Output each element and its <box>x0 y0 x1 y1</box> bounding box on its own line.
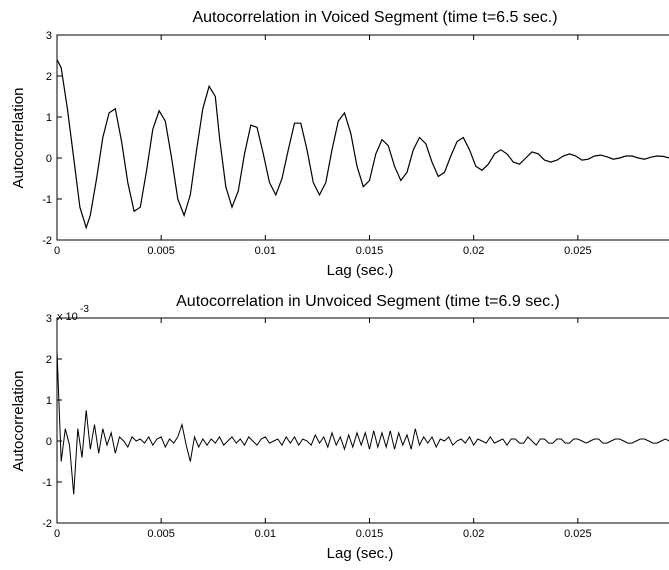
y-tick-label: 0 <box>46 153 52 165</box>
series-line <box>56 350 669 495</box>
chart-title: Autocorrelation in Voiced Segment (time … <box>192 9 557 26</box>
x-tick-label: 0.005 <box>147 245 175 257</box>
x-tick-label: 0.015 <box>356 528 384 540</box>
y-scale-multiplier: x 10 <box>57 311 78 323</box>
y-tick-label: 2 <box>46 71 52 83</box>
x-tick-label: 0.015 <box>356 245 384 257</box>
x-tick-label: 0.005 <box>147 528 175 540</box>
x-tick-label: 0.02 <box>463 245 484 257</box>
y-tick-label: 3 <box>46 30 52 42</box>
x-tick-label: 0 <box>54 245 60 257</box>
y-tick-label: 1 <box>46 112 52 124</box>
chart-title: Autocorrelation in Unvoiced Segment (tim… <box>176 293 560 310</box>
y-tick-label: -1 <box>42 194 52 206</box>
y-axis-label: Autocorrelation <box>10 371 27 472</box>
y-tick-label: 0 <box>46 436 52 448</box>
axes-box <box>56 317 669 524</box>
x-tick-label: 0.01 <box>255 528 276 540</box>
x-axis-label: Lag (sec.) <box>327 262 394 279</box>
y-tick-label: -2 <box>42 518 52 530</box>
y-tick-label: 3 <box>46 313 52 325</box>
x-tick-label: 0.025 <box>564 528 592 540</box>
unvoiced-chart: Autocorrelation in Unvoiced Segment (tim… <box>10 293 669 562</box>
y-scale-exponent: -3 <box>80 304 89 315</box>
axes-box <box>56 34 669 241</box>
y-axis-label: Autocorrelation <box>10 88 27 189</box>
voiced-chart: Autocorrelation in Voiced Segment (time … <box>10 9 669 279</box>
x-tick-label: 0.025 <box>564 245 592 257</box>
y-tick-label: -1 <box>42 477 52 489</box>
x-axis-label: Lag (sec.) <box>327 545 394 562</box>
x-tick-label: 0.02 <box>463 528 484 540</box>
series-line <box>56 59 669 230</box>
y-tick-label: 2 <box>46 354 52 366</box>
x-tick-label: 0.01 <box>255 245 276 257</box>
y-tick-label: -2 <box>42 235 52 247</box>
y-tick-label: 1 <box>46 395 52 407</box>
x-tick-label: 0 <box>54 528 60 540</box>
